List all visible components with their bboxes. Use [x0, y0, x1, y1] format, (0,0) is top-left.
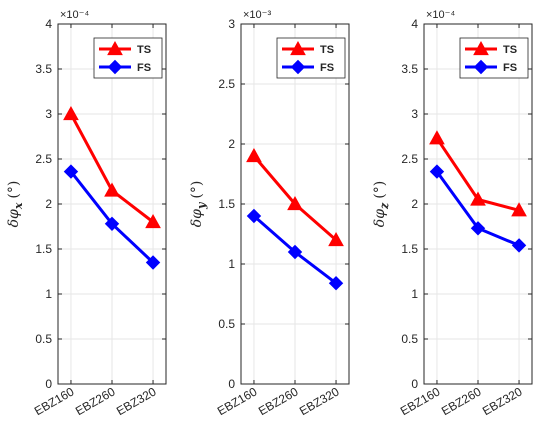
ylabel-unit: (°)	[372, 181, 388, 199]
y-tick-label: 1	[45, 287, 52, 301]
y-tick-label: 1	[411, 287, 418, 301]
ylabel-subscript: x	[12, 202, 25, 210]
legend-marker-fs	[473, 59, 489, 75]
data-point-fs	[511, 238, 527, 253]
legend-label-fs: FS	[320, 62, 334, 74]
series-ts	[63, 105, 161, 229]
x-tick-label: EBZ320	[297, 384, 342, 418]
x-tick-label: EBZ260	[73, 384, 118, 418]
data-point-ts	[246, 147, 262, 163]
x-tick-label: EBZ260	[256, 384, 301, 418]
ylabel-unit: (°)	[6, 181, 22, 199]
x-tick-label: EBZ160	[215, 384, 260, 418]
y-tick-label: 2.5	[218, 77, 235, 91]
series-ts	[429, 130, 527, 217]
data-point-fs	[429, 164, 445, 179]
series-fs	[63, 164, 161, 270]
data-point-fs	[104, 216, 120, 232]
exponent-label: ×10⁻³	[243, 9, 271, 21]
x-tick-label: EBZ320	[480, 384, 525, 418]
legend-marker-ts	[473, 40, 489, 56]
legend-box	[276, 37, 346, 79]
ylabel-subscript: z	[378, 202, 391, 210]
data-point-fs	[63, 164, 79, 179]
ylabel-delta: δ	[6, 219, 22, 227]
legend-box	[93, 37, 163, 79]
y-tick-label: 2.5	[35, 152, 52, 166]
y-tick-label: 1.5	[218, 197, 235, 211]
legend-label-fs: FS	[503, 62, 517, 74]
data-point-ts	[287, 195, 303, 211]
exponent-label: ×10⁻⁴	[426, 9, 455, 21]
ylabel-phi: φ	[6, 209, 22, 219]
y-tick-label: 1	[228, 257, 235, 271]
y-tick-label: 3	[228, 17, 235, 31]
y-tick-label: 3.5	[401, 62, 418, 76]
y-tick-label: 3	[45, 107, 52, 121]
data-point-fs	[246, 208, 262, 224]
legend-label-ts: TS	[320, 44, 334, 56]
data-point-ts	[104, 182, 120, 197]
ylabel-unit: (°)	[189, 181, 205, 199]
y-tick-label: 2	[45, 197, 52, 211]
legend: TS FS	[459, 37, 529, 79]
legend-label-fs: FS	[137, 62, 151, 74]
legend: TS FS	[276, 37, 346, 79]
data-point-ts	[511, 202, 527, 217]
legend: TS FS	[93, 37, 163, 79]
y-tick-label: 0	[45, 377, 52, 391]
legend-marker-fs	[107, 59, 123, 75]
ylabel-delta: δ	[372, 219, 388, 227]
y-tick-label: 2	[411, 197, 418, 211]
y-tick-label: 3.5	[35, 62, 52, 76]
series-ts	[246, 147, 344, 247]
y-tick-label: 1.5	[401, 242, 418, 256]
y-tick-label: 4	[45, 17, 52, 31]
y-tick-label: 0	[228, 377, 235, 391]
data-point-fs	[287, 244, 303, 260]
x-tick-label: EBZ160	[32, 384, 77, 418]
legend-box	[459, 37, 529, 79]
legend-marker-ts	[290, 40, 306, 56]
ylabel-phi: φ	[372, 209, 388, 219]
legend-marker-ts	[107, 40, 123, 56]
ylabel-subscript: y	[195, 201, 208, 210]
ylabel-delta: δ	[189, 219, 205, 227]
series-fs	[429, 164, 527, 253]
y-tick-label: 2.5	[401, 152, 418, 166]
y-tick-label: 0	[411, 377, 418, 391]
data-point-ts	[328, 231, 344, 247]
legend-label-ts: TS	[503, 44, 517, 56]
exponent-label: ×10⁻⁴	[60, 9, 89, 21]
y-tick-label: 0.5	[218, 317, 235, 331]
data-point-fs	[470, 221, 486, 236]
data-point-fs	[145, 255, 161, 270]
y-tick-label: 0.5	[35, 332, 52, 346]
legend-marker-fs	[290, 59, 306, 75]
legend-label-ts: TS	[137, 44, 151, 56]
y-tick-label: 2	[228, 137, 235, 151]
y-axis-label: δφx (°)	[6, 181, 25, 228]
y-tick-label: 4	[411, 17, 418, 31]
x-tick-label: EBZ320	[114, 384, 159, 418]
y-tick-label: 3	[411, 107, 418, 121]
data-point-ts	[429, 130, 445, 145]
ylabel-phi: φ	[189, 209, 205, 219]
data-point-ts	[470, 191, 486, 206]
y-axis-label: δφy (°)	[189, 181, 208, 228]
y-tick-label: 1.5	[35, 242, 52, 256]
series-fs	[246, 208, 344, 291]
data-point-fs	[328, 275, 344, 291]
data-point-ts	[63, 105, 79, 121]
data-point-ts	[145, 213, 161, 229]
y-tick-label: 0.5	[401, 332, 418, 346]
x-tick-label: EBZ160	[398, 384, 443, 418]
x-tick-label: EBZ260	[439, 384, 484, 418]
y-axis-label: δφz (°)	[372, 181, 391, 227]
